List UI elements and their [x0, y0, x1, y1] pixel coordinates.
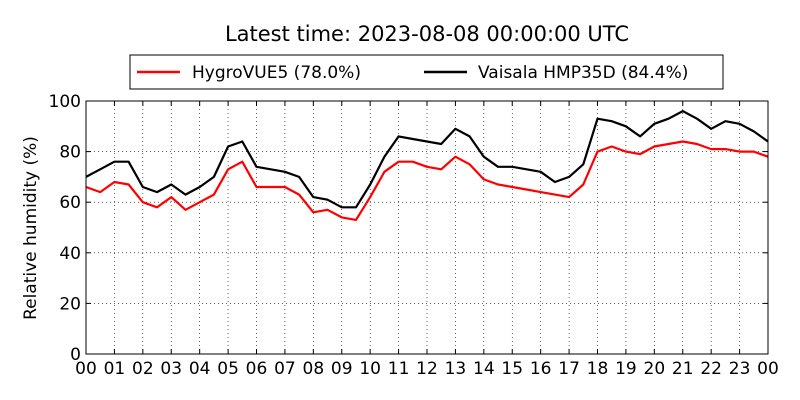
x-tick-label: 03 [160, 359, 182, 379]
x-tick-label: 18 [587, 359, 609, 379]
x-tick-label: 01 [104, 359, 126, 379]
x-tick-label: 00 [75, 359, 97, 379]
x-tick-label: 16 [530, 359, 552, 379]
y-tick-label: 40 [59, 244, 81, 264]
y-tick-label: 100 [49, 92, 81, 112]
series-line-vaisala [85, 109, 769, 209]
x-tick-label: 17 [558, 359, 580, 379]
y-tick-label: 80 [59, 143, 81, 163]
x-tick-label: 14 [473, 359, 495, 379]
x-tick-label: 07 [274, 359, 296, 379]
legend-label-hygrovue5: HygroVUE5 (78.0%) [192, 63, 361, 83]
x-tick-label: 10 [359, 359, 381, 379]
x-tick-label: 04 [189, 359, 211, 379]
x-tick-label: 19 [615, 359, 637, 379]
x-tick-label: 22 [700, 359, 722, 379]
legend-label-vaisala: Vaisala HMP35D (84.4%) [478, 63, 688, 83]
x-tick-label: 13 [445, 359, 467, 379]
y-tick-label: 20 [59, 294, 81, 314]
x-tick-label: 06 [246, 359, 268, 379]
grid [86, 101, 768, 354]
legend: HygroVUE5 (78.0%) Vaisala HMP35D (84.4%) [129, 54, 724, 90]
chart-title: Latest time: 2023-08-08 00:00:00 UTC [225, 22, 629, 46]
x-tick-label: 05 [217, 359, 239, 379]
x-tick-label: 00 [757, 359, 779, 379]
x-tick-label: 09 [331, 359, 353, 379]
x-tick-label: 12 [416, 359, 438, 379]
x-tick-label: 15 [501, 359, 523, 379]
y-tick-label: 60 [59, 193, 81, 213]
plot-area-frame [85, 100, 769, 355]
series-group [85, 109, 769, 221]
y-axis-label: Relative humidity (%) [21, 136, 41, 320]
series-line-hygrovue5 [85, 140, 769, 221]
ticks: 0 20 40 60 80 100 00 01 02 03 04 05 06 07 08 09 10 11 12 13… [49, 92, 779, 379]
x-tick-label: 21 [672, 359, 694, 379]
x-tick-label: 08 [303, 359, 325, 379]
x-tick-label: 20 [644, 359, 666, 379]
x-tick-label: 02 [132, 359, 154, 379]
y-tick-label: 0 [70, 345, 81, 365]
x-tick-label: 11 [388, 359, 410, 379]
x-tick-label: 23 [729, 359, 751, 379]
